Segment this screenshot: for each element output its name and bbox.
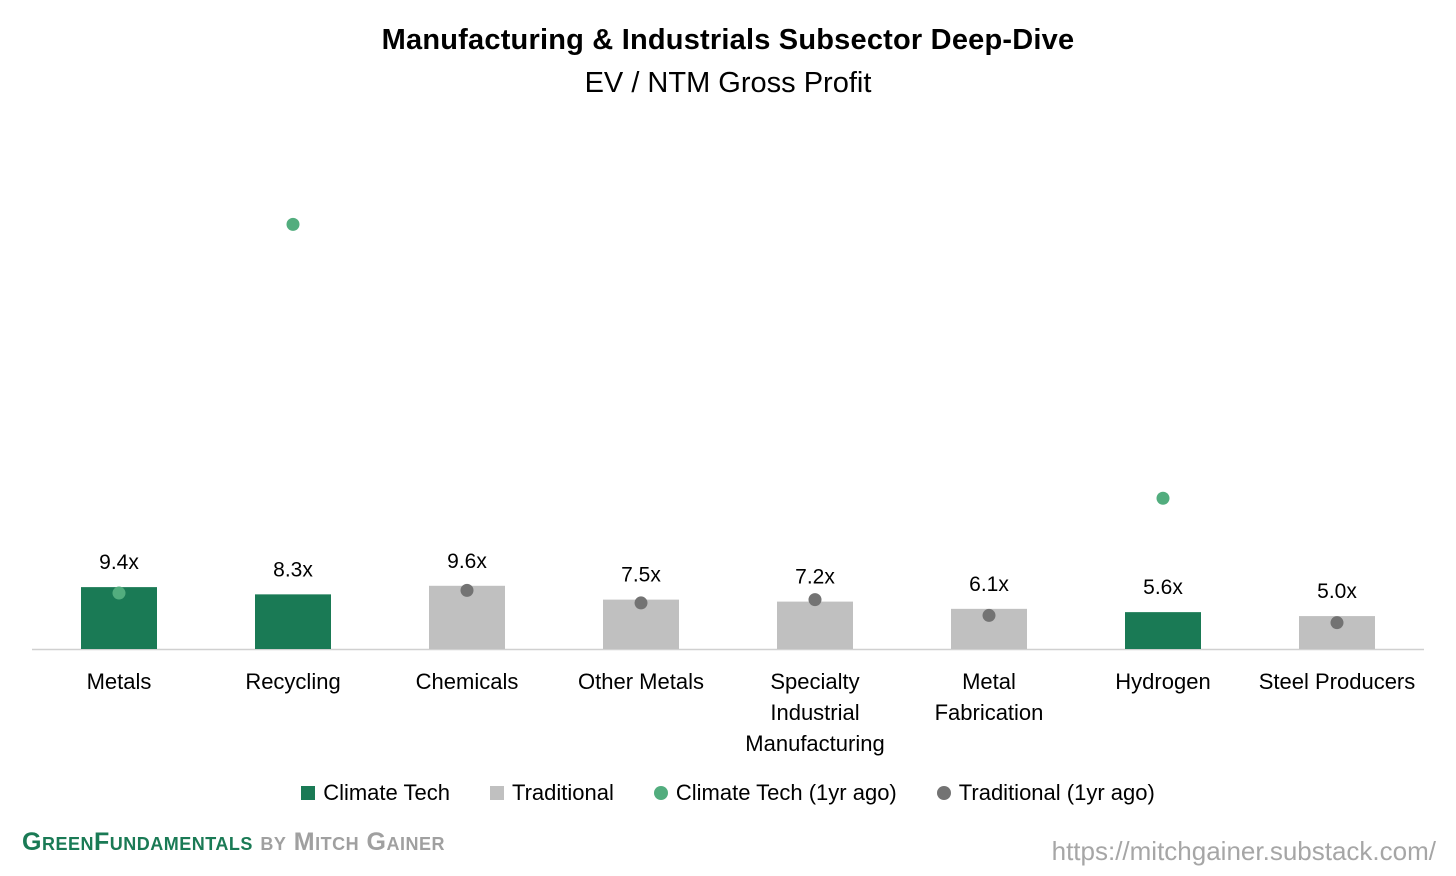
legend-label-traditional: Traditional [511,780,614,805]
prior-year-dot-0 [112,586,126,600]
legend-swatch-traditional-1yr [936,786,951,800]
brand-author: by Mitch Gainer [260,828,446,856]
brand-logo-text: GreenFundamentals by Mitch Gainer [22,828,445,857]
category-label-6: Hydrogen [1115,669,1210,694]
prior-year-dot-6 [1156,491,1170,505]
legend: Climate Tech Traditional Climate Tech (1… [0,780,1456,806]
legend-label-climate-tech: Climate Tech [323,780,450,805]
prior-year-dot-7 [1330,616,1344,630]
prior-year-dot-5 [982,608,996,622]
data-label-2: 9.6x [447,550,487,573]
chart-subtitle: EV / NTM Gross Profit [584,67,872,99]
data-label-5: 6.1x [969,573,1009,596]
category-label-5: Metal Fabrication [935,669,1044,725]
bar-1 [255,594,331,649]
legend-label-traditional-1yr: Traditional (1yr ago) [958,780,1155,805]
data-label-1: 8.3x [273,558,313,581]
legend-item-traditional-1yr: Traditional (1yr ago) [936,780,1155,806]
data-label-7: 5.0x [1317,580,1357,603]
category-label-2: Chemicals [416,669,519,694]
category-label-3: Other Metals [578,669,704,694]
prior-year-dot-4 [808,593,822,607]
legend-swatch-traditional [489,786,504,800]
bar-6 [1125,612,1201,649]
source-url: https://mitchgainer.substack.com/ [1051,836,1436,866]
legend-label-climate-tech-1yr: Climate Tech (1yr ago) [675,780,897,805]
prior-year-dot-1 [286,217,300,231]
category-label-0: Metals [87,669,152,694]
prior-year-dot-3 [634,596,648,610]
legend-swatch-climate-tech-1yr [653,786,668,800]
chart-plot: 9.4x Metals 8.3x Recycling 9.6x Chemicals 7.5x… [32,217,1424,756]
data-label-6: 5.6x [1143,576,1183,599]
data-label-0: 9.4x [99,551,139,574]
category-label-1: Recycling [245,669,340,694]
chart-title: Manufacturing & Industrials Subsector De… [381,24,1075,56]
bar-4 [777,601,853,649]
legend-item-traditional: Traditional [489,780,614,806]
legend-item-climate-tech-1yr: Climate Tech (1yr ago) [653,780,897,806]
data-label-4: 7.2x [795,566,835,589]
legend-item-climate-tech: Climate Tech [301,780,450,806]
category-label-4: Specialty Industrial Manufacturing [745,669,884,756]
category-label-7: Steel Producers [1259,669,1416,694]
data-label-3: 7.5x [621,564,661,587]
legend-swatch-climate-tech [301,786,316,800]
prior-year-dot-2 [460,583,474,597]
brand-name: GreenFundamentals [22,828,253,856]
